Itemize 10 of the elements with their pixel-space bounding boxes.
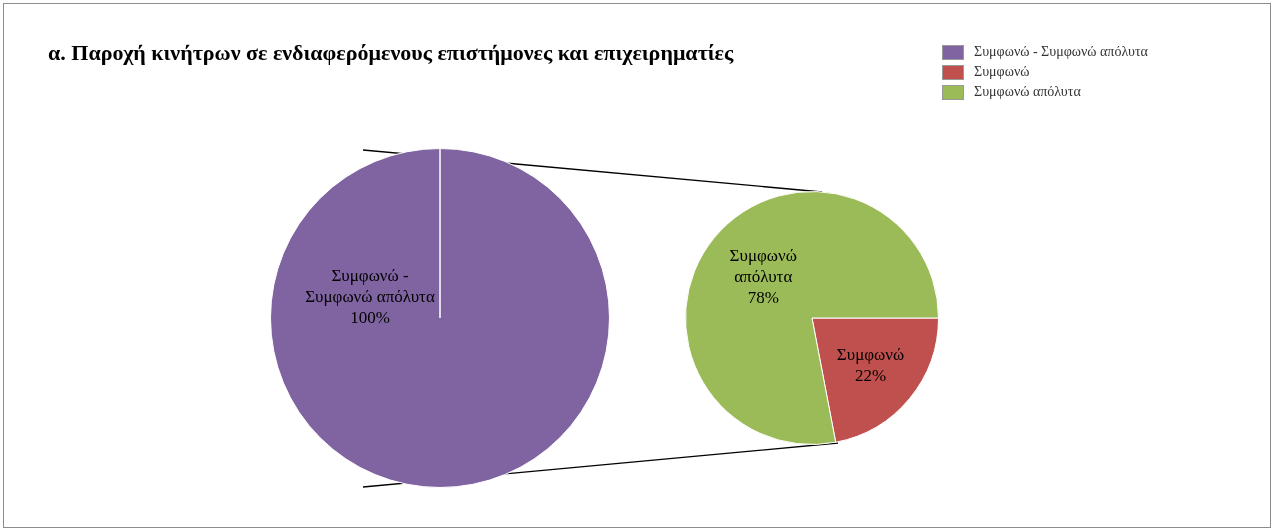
chart-title: α. Παροχή κινήτρων σε ενδιαφερόμενους επιστήμονες και επιχειρηματίες [48,40,734,66]
slice-label: Συμφωνώ - Συμφωνώ απόλυτα [305,266,435,307]
data-label: 78% [747,288,779,308]
slice-label: Συμφωνώ απόλυτα [729,246,797,287]
slice-label: Συμφωνώ [836,345,905,365]
legend-label: Συμφωνώ - Συμφωνώ απόλυτα [974,44,1148,60]
data-label: 100% [350,308,390,328]
legend-label: Συμφωνώ [974,64,1030,80]
data-label: 22% [854,366,887,386]
legend-label: Συμφωνώ απόλυτα [974,84,1081,100]
